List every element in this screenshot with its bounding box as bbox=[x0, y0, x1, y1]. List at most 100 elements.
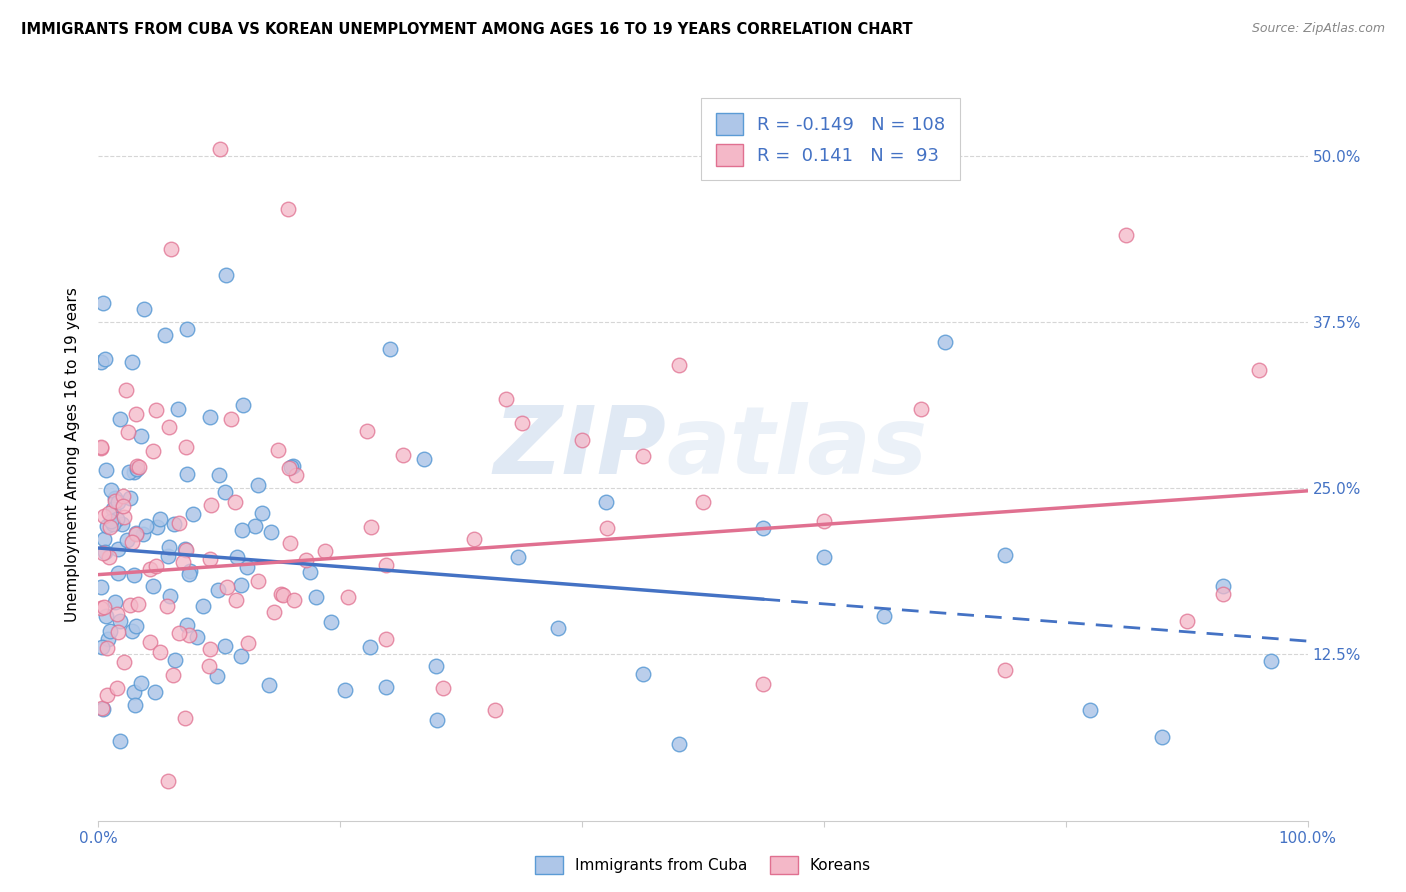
Point bbox=[131, 527, 153, 541]
Point bbox=[176, 618, 198, 632]
Point bbox=[221, 411, 243, 425]
Point bbox=[90, 701, 112, 715]
Point bbox=[104, 491, 127, 505]
Point bbox=[90, 441, 112, 455]
Point bbox=[225, 593, 247, 607]
Point bbox=[278, 461, 301, 475]
Point bbox=[813, 549, 835, 564]
Point bbox=[197, 658, 219, 673]
Point bbox=[149, 512, 172, 526]
Point bbox=[813, 514, 835, 528]
Point bbox=[205, 669, 228, 683]
Point bbox=[994, 549, 1017, 563]
Point bbox=[333, 682, 356, 697]
Point bbox=[96, 519, 118, 533]
Point bbox=[215, 268, 238, 283]
Point bbox=[336, 590, 359, 604]
Point bbox=[934, 334, 956, 349]
Text: Source: ZipAtlas.com: Source: ZipAtlas.com bbox=[1251, 22, 1385, 36]
Point bbox=[208, 142, 231, 156]
Point bbox=[631, 667, 654, 681]
Point bbox=[125, 525, 148, 540]
Point bbox=[139, 635, 162, 649]
Point bbox=[124, 698, 146, 713]
Point bbox=[229, 649, 252, 664]
Point bbox=[463, 533, 485, 547]
Point bbox=[510, 416, 533, 430]
Point bbox=[156, 599, 179, 614]
Point bbox=[305, 590, 328, 604]
Point bbox=[314, 544, 336, 558]
Point bbox=[229, 578, 252, 592]
Point bbox=[142, 443, 165, 458]
Point bbox=[277, 202, 299, 216]
Point bbox=[232, 398, 254, 412]
Point bbox=[217, 580, 239, 594]
Point bbox=[104, 494, 127, 508]
Point bbox=[156, 773, 179, 788]
Point bbox=[200, 498, 222, 512]
Point bbox=[91, 701, 114, 715]
Point bbox=[174, 542, 197, 557]
Point bbox=[146, 520, 169, 534]
Point bbox=[125, 459, 148, 474]
Point bbox=[169, 625, 191, 640]
Point bbox=[1249, 363, 1271, 377]
Point bbox=[163, 653, 186, 667]
Point bbox=[101, 517, 124, 532]
Point bbox=[176, 467, 198, 481]
Point bbox=[91, 295, 114, 310]
Point bbox=[169, 516, 191, 531]
Point bbox=[143, 685, 166, 699]
Point bbox=[162, 667, 184, 681]
Point bbox=[692, 495, 714, 509]
Point bbox=[114, 383, 136, 397]
Point bbox=[356, 424, 378, 438]
Point bbox=[224, 495, 246, 509]
Point bbox=[271, 588, 294, 602]
Point bbox=[1260, 654, 1282, 668]
Point bbox=[198, 552, 221, 566]
Point bbox=[98, 550, 121, 565]
Point bbox=[124, 568, 146, 582]
Point bbox=[93, 532, 115, 546]
Point bbox=[752, 521, 775, 535]
Point bbox=[214, 640, 236, 654]
Point bbox=[163, 517, 186, 532]
Point bbox=[225, 550, 247, 565]
Point bbox=[167, 402, 190, 417]
Point bbox=[208, 467, 231, 482]
Point bbox=[668, 737, 690, 751]
Point bbox=[668, 358, 690, 372]
Point bbox=[283, 592, 305, 607]
Point bbox=[117, 533, 139, 548]
Text: atlas: atlas bbox=[666, 401, 928, 493]
Point bbox=[127, 462, 149, 476]
Point bbox=[107, 625, 129, 640]
Text: IMMIGRANTS FROM CUBA VS KOREAN UNEMPLOYMENT AMONG AGES 16 TO 19 YEARS CORRELATIO: IMMIGRANTS FROM CUBA VS KOREAN UNEMPLOYM… bbox=[21, 22, 912, 37]
Point bbox=[392, 448, 415, 462]
Point bbox=[280, 459, 302, 474]
Point bbox=[90, 580, 112, 594]
Point bbox=[112, 489, 135, 503]
Point bbox=[236, 560, 259, 574]
Point bbox=[1175, 615, 1198, 629]
Point bbox=[98, 506, 121, 520]
Point bbox=[98, 624, 121, 638]
Point bbox=[97, 632, 120, 647]
Point bbox=[125, 407, 148, 421]
Point bbox=[270, 586, 292, 600]
Point bbox=[118, 466, 141, 480]
Point bbox=[122, 465, 145, 479]
Point bbox=[142, 579, 165, 593]
Point bbox=[94, 463, 117, 477]
Point bbox=[104, 595, 127, 609]
Point bbox=[160, 242, 183, 256]
Point bbox=[375, 680, 398, 694]
Point bbox=[129, 676, 152, 690]
Point bbox=[198, 409, 221, 424]
Point bbox=[127, 597, 149, 611]
Point bbox=[94, 352, 117, 367]
Point bbox=[257, 677, 280, 691]
Legend: R = -0.149   N = 108, R =  0.141   N =  93: R = -0.149 N = 108, R = 0.141 N = 93 bbox=[702, 98, 960, 180]
